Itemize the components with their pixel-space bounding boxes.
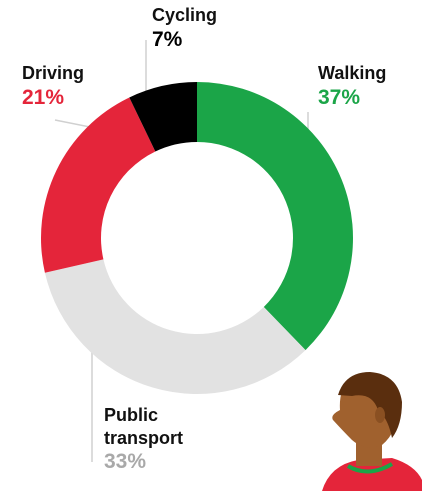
value-label: 21% xyxy=(22,85,142,111)
donut-segment xyxy=(41,97,155,272)
category-label: Driving xyxy=(22,62,142,85)
category-label: Walking xyxy=(318,62,422,85)
category-label: Public transport xyxy=(104,404,204,449)
page: (() => { const data = JSON.parse(documen… xyxy=(0,0,422,491)
donut xyxy=(41,82,353,394)
ear xyxy=(375,407,385,423)
category-label: Cycling xyxy=(152,4,272,27)
donut-segment xyxy=(197,82,353,350)
value-label: 33% xyxy=(104,449,224,475)
donut-segment xyxy=(45,259,306,394)
value-label: 37% xyxy=(318,85,422,111)
person-illustration xyxy=(322,372,422,491)
value-label: 7% xyxy=(152,27,272,53)
